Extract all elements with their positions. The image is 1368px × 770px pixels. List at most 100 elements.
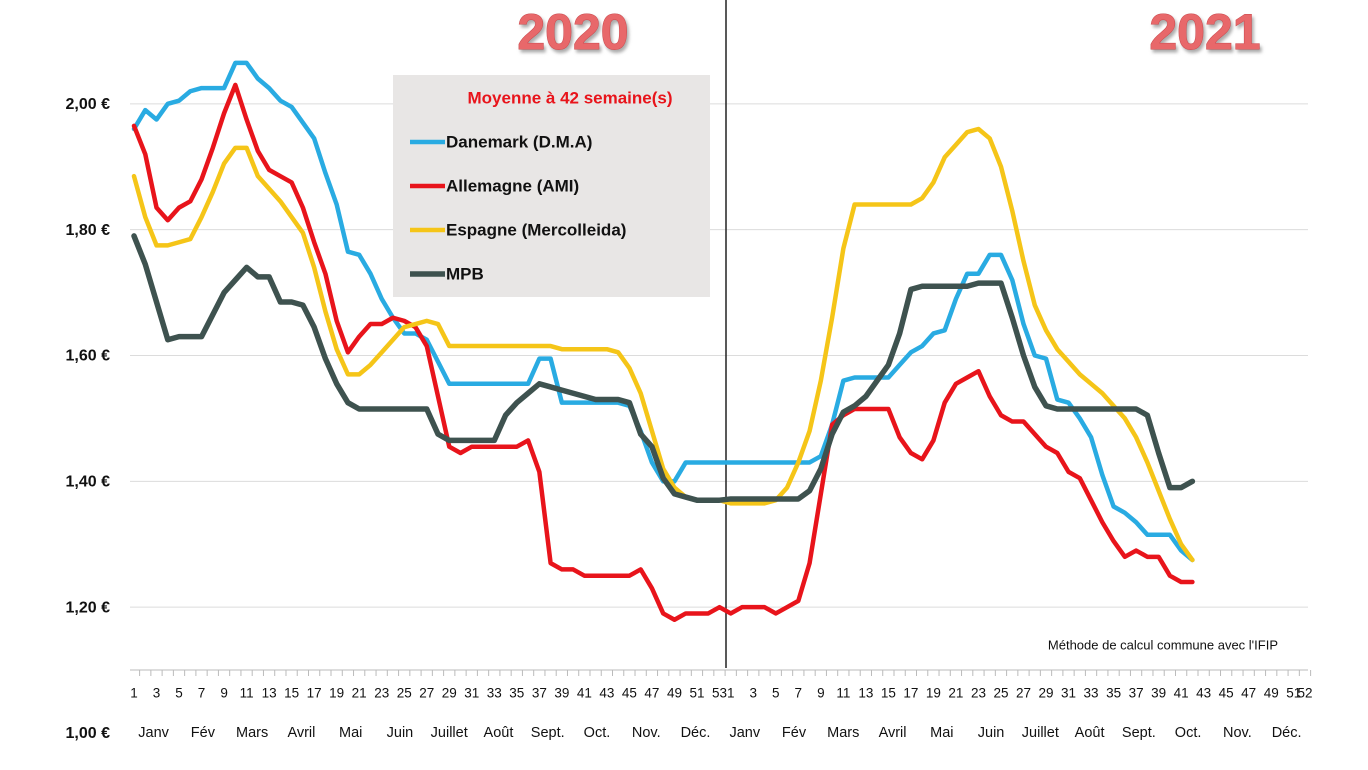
x-tick-label: 35 [1106, 686, 1121, 701]
legend: Moyenne à 42 semaine(s) Danemark (D.M.A)… [410, 88, 673, 283]
month-label: Avril [287, 725, 315, 741]
x-tick-label: 49 [667, 686, 682, 701]
x-tick-label: 37 [1129, 686, 1144, 701]
x-tick-label: 23 [971, 686, 986, 701]
month-label: Oct. [584, 725, 611, 741]
note: Méthode de calcul commune avec l'IFIP [1048, 637, 1278, 652]
month-label: Août [1075, 725, 1105, 741]
legend-label: MPB [446, 264, 484, 283]
x-tick-label: 17 [307, 686, 322, 701]
x-tick-label: 41 [1174, 686, 1189, 701]
month-label: Avril [879, 725, 907, 741]
x-tick-label: 27 [419, 686, 434, 701]
x-tick-label: 33 [1084, 686, 1099, 701]
month-label: Oct. [1175, 725, 1202, 741]
month-label: Fév [191, 725, 216, 741]
x-tick-label: 21 [948, 686, 963, 701]
series-line [131, 126, 1195, 563]
month-label: Juin [387, 725, 414, 741]
month-label: Janv [138, 725, 169, 741]
series-line [131, 82, 1195, 622]
x-tick-label: 1 [727, 686, 735, 701]
x-tick-label: 51 [1286, 686, 1301, 701]
x-tick-label: 41 [577, 686, 592, 701]
y-tick-label: 1,60 € [66, 348, 111, 365]
x-tick-label: 21 [352, 686, 367, 701]
legend-label: Danemark (D.M.A) [446, 132, 592, 151]
x-tick-label: 47 [1241, 686, 1256, 701]
y-tick-label: 1,00 € [66, 725, 111, 742]
month-label: Mai [930, 725, 953, 741]
x-tick-label: 9 [220, 686, 228, 701]
x-tick-label: 25 [993, 686, 1008, 701]
x-tick-label: 15 [284, 686, 299, 701]
x-tick-label: 11 [240, 686, 254, 701]
month-label: Mai [339, 725, 362, 741]
month-label: Sept. [1122, 725, 1156, 741]
x-tick-label: 52 [1297, 686, 1312, 701]
x-tick-label: 19 [926, 686, 941, 701]
x-tick-label: 11 [836, 686, 850, 701]
month-label: Janv [729, 725, 760, 741]
legend-label: Allemagne (AMI) [446, 176, 579, 195]
y-tick-label: 1,40 € [66, 474, 111, 491]
x-tick-label: 29 [442, 686, 457, 701]
month-label: Déc. [1272, 725, 1302, 741]
x-tick-label: 29 [1039, 686, 1054, 701]
year-label: 2021 [1149, 4, 1260, 60]
month-label: Déc. [681, 725, 711, 741]
month-label: Nov. [1223, 725, 1252, 741]
x-tick-label: 53 [712, 686, 727, 701]
x-tick-label: 25 [397, 686, 412, 701]
x-tick-label: 39 [1151, 686, 1166, 701]
x-tick-label: 43 [599, 686, 614, 701]
x-tick-label: 1 [130, 686, 138, 701]
x-tick-label: 3 [750, 686, 758, 701]
x-tick-label: 43 [1196, 686, 1211, 701]
series-line [131, 233, 1196, 503]
x-tick-label: 15 [881, 686, 896, 701]
x-tick-label: 13 [262, 686, 277, 701]
x-tick-label: 31 [1061, 686, 1076, 701]
month-label: Nov. [632, 725, 661, 741]
x-tick-label: 3 [153, 686, 161, 701]
x-tick-label: 27 [1016, 686, 1031, 701]
y-tick-label: 2,00 € [66, 96, 111, 113]
month-label: Juillet [431, 725, 468, 741]
y-tick-label: 1,20 € [66, 599, 111, 616]
month-label: Mars [236, 725, 268, 741]
x-tick-label: 7 [198, 686, 206, 701]
month-label: Août [484, 725, 514, 741]
x-tick-label: 49 [1264, 686, 1279, 701]
x-tick-label: 17 [903, 686, 918, 701]
y-tick-label: 1,80 € [66, 222, 111, 239]
x-tick-label: 7 [795, 686, 803, 701]
x-tick-label: 51 [689, 686, 704, 701]
x-tick-label: 31 [464, 686, 479, 701]
legend-label: Espagne (Mercolleida) [446, 220, 626, 239]
legend-title: Moyenne à 42 semaine(s) [467, 88, 672, 107]
axes: 1,00 €1,20 €1,40 €1,60 €1,80 €2,00 €1 3 5 7… [66, 96, 1313, 742]
x-tick-label: 45 [622, 686, 637, 701]
x-tick-label: 39 [554, 686, 569, 701]
x-tick-label: 33 [487, 686, 502, 701]
legend-box [393, 75, 710, 297]
x-tick-label: 9 [817, 686, 825, 701]
x-tick-label: 35 [509, 686, 524, 701]
x-tick-label: 47 [644, 686, 659, 701]
month-label: Juin [978, 725, 1005, 741]
month-label: Juillet [1022, 725, 1059, 741]
x-tick-label: 5 [772, 686, 780, 701]
x-tick-label: 45 [1219, 686, 1234, 701]
x-tick-label: 19 [329, 686, 344, 701]
x-tick-label: 37 [532, 686, 547, 701]
plot-lines [131, 60, 1196, 622]
x-tick-label: 23 [374, 686, 389, 701]
month-label: Mars [827, 725, 859, 741]
month-label: Fév [782, 725, 807, 741]
year-label: 2020 [517, 4, 628, 60]
grid [130, 103, 1308, 608]
x-tick-label: 13 [858, 686, 873, 701]
month-label: Sept. [531, 725, 565, 741]
